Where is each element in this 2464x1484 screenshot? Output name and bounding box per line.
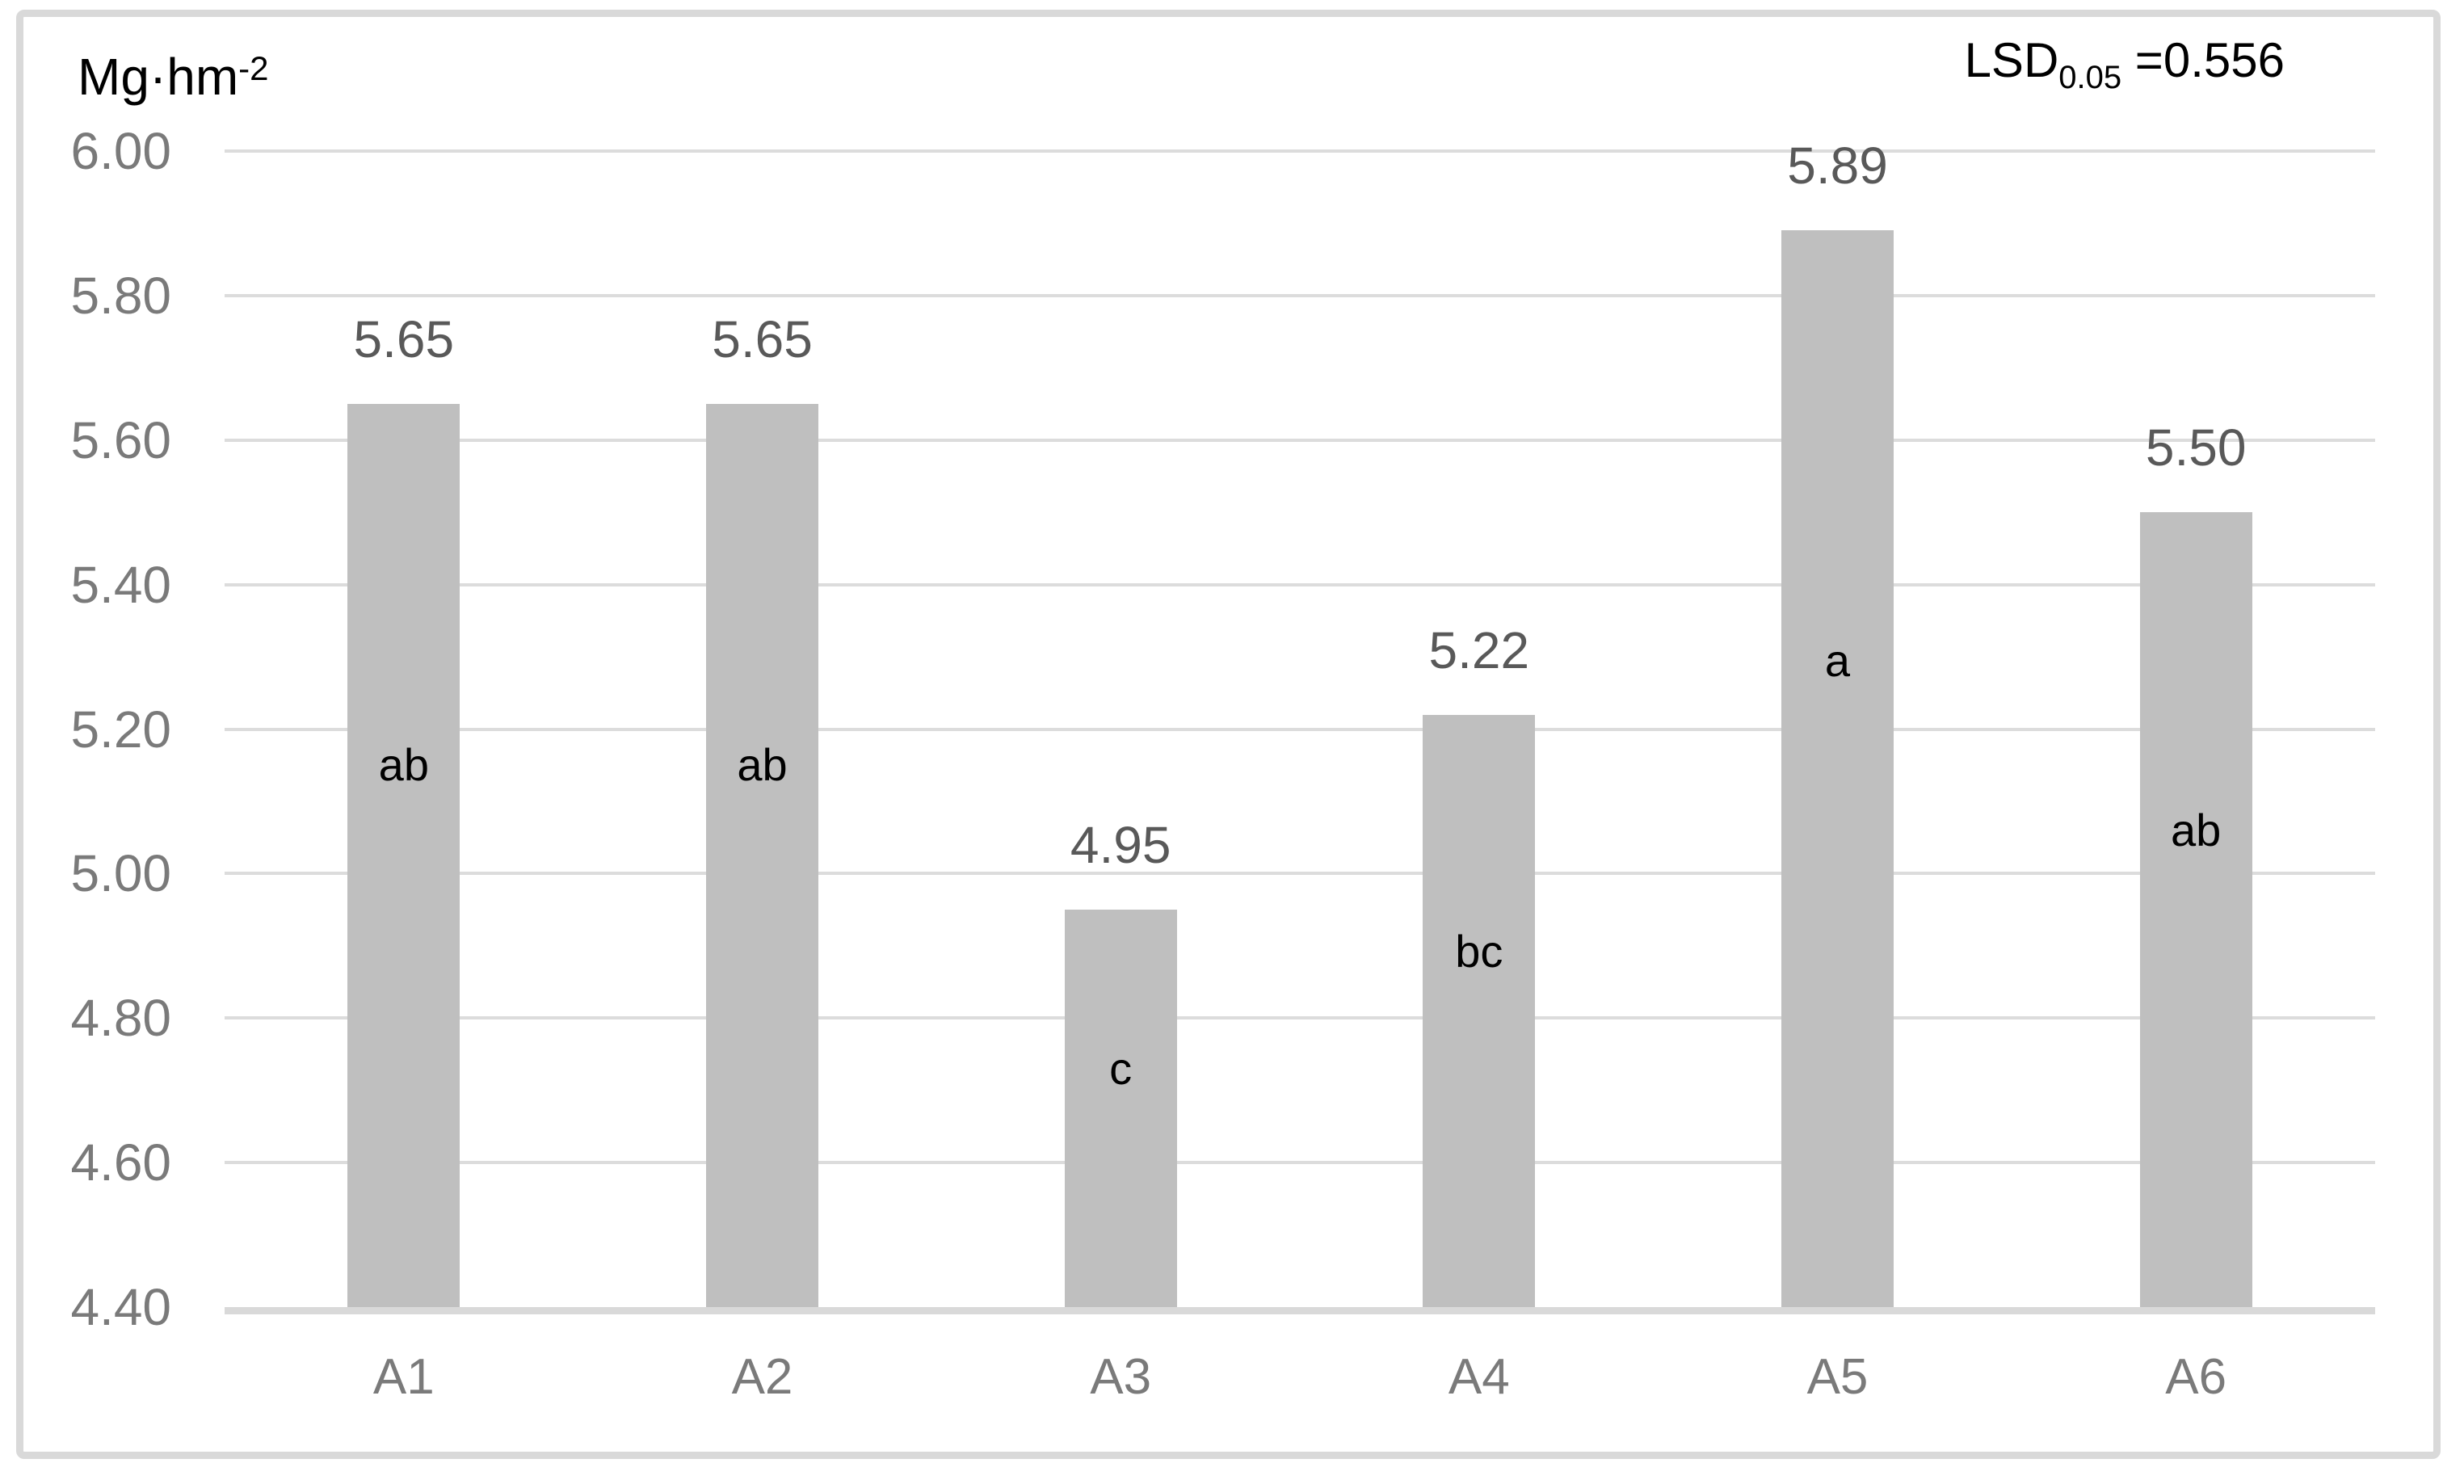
y-tick-label: 5.80 [70, 266, 171, 325]
bar [347, 404, 460, 1307]
y-tick-label: 6.00 [70, 122, 171, 180]
bar-value-label: 5.65 [712, 310, 813, 369]
y-tick-label: 4.60 [70, 1133, 171, 1192]
y-tick-label: 5.00 [70, 844, 171, 903]
y-gridline [225, 1016, 2375, 1020]
bar [2139, 512, 2252, 1307]
bar-significance-letter: a [1824, 635, 1851, 687]
x-tick-label: A4 [1448, 1349, 1510, 1405]
bar [1781, 230, 1894, 1307]
bar-value-label: 5.50 [2145, 418, 2247, 477]
y-gridline [225, 1161, 2375, 1165]
x-tick-label: A5 [1806, 1349, 1869, 1405]
y-gridline [225, 582, 2375, 586]
bar-value-label: 5.89 [1787, 137, 1888, 195]
lsd-prefix: LSD [1964, 33, 2059, 87]
y-axis-unit-label: Mg·hm-2 [78, 47, 268, 107]
x-tick-label: A3 [1090, 1349, 1152, 1405]
x-axis-line [225, 1307, 2375, 1314]
y-axis-unit-exponent: -2 [238, 49, 269, 87]
lsd-value: =0.556 [2121, 33, 2285, 87]
chart-frame [16, 10, 2441, 1459]
bar-value-label: 4.95 [1070, 816, 1171, 875]
bar-significance-letter: ab [737, 739, 788, 791]
y-tick-label: 4.40 [70, 1278, 171, 1336]
y-gridline [225, 727, 2375, 731]
y-gridline [225, 872, 2375, 876]
bar-significance-letter: c [1109, 1042, 1133, 1094]
y-tick-label: 5.40 [70, 555, 171, 614]
bar-significance-letter: ab [2171, 804, 2222, 856]
y-gridline [225, 149, 2375, 153]
y-tick-label: 5.60 [70, 410, 171, 469]
bar [1064, 910, 1177, 1307]
bar-significance-letter: ab [378, 739, 429, 791]
lsd-subscript: 0.05 [2058, 60, 2122, 95]
x-tick-label: A6 [2165, 1349, 2227, 1405]
bar-significance-letter: bc [1455, 925, 1503, 977]
bar-value-label: 5.65 [353, 310, 455, 369]
y-axis-unit-base: Mg·hm [78, 48, 239, 106]
y-gridline [225, 438, 2375, 442]
x-tick-label: A1 [372, 1349, 435, 1405]
lsd-annotation: LSD0.05 =0.556 [1965, 32, 2285, 96]
y-tick-label: 5.20 [70, 700, 171, 759]
bar-value-label: 5.22 [1428, 620, 1530, 679]
y-tick-label: 4.80 [70, 989, 171, 1048]
bar [706, 404, 818, 1307]
x-tick-label: A2 [731, 1349, 793, 1405]
y-gridline [225, 293, 2375, 297]
bar [1423, 714, 1536, 1307]
